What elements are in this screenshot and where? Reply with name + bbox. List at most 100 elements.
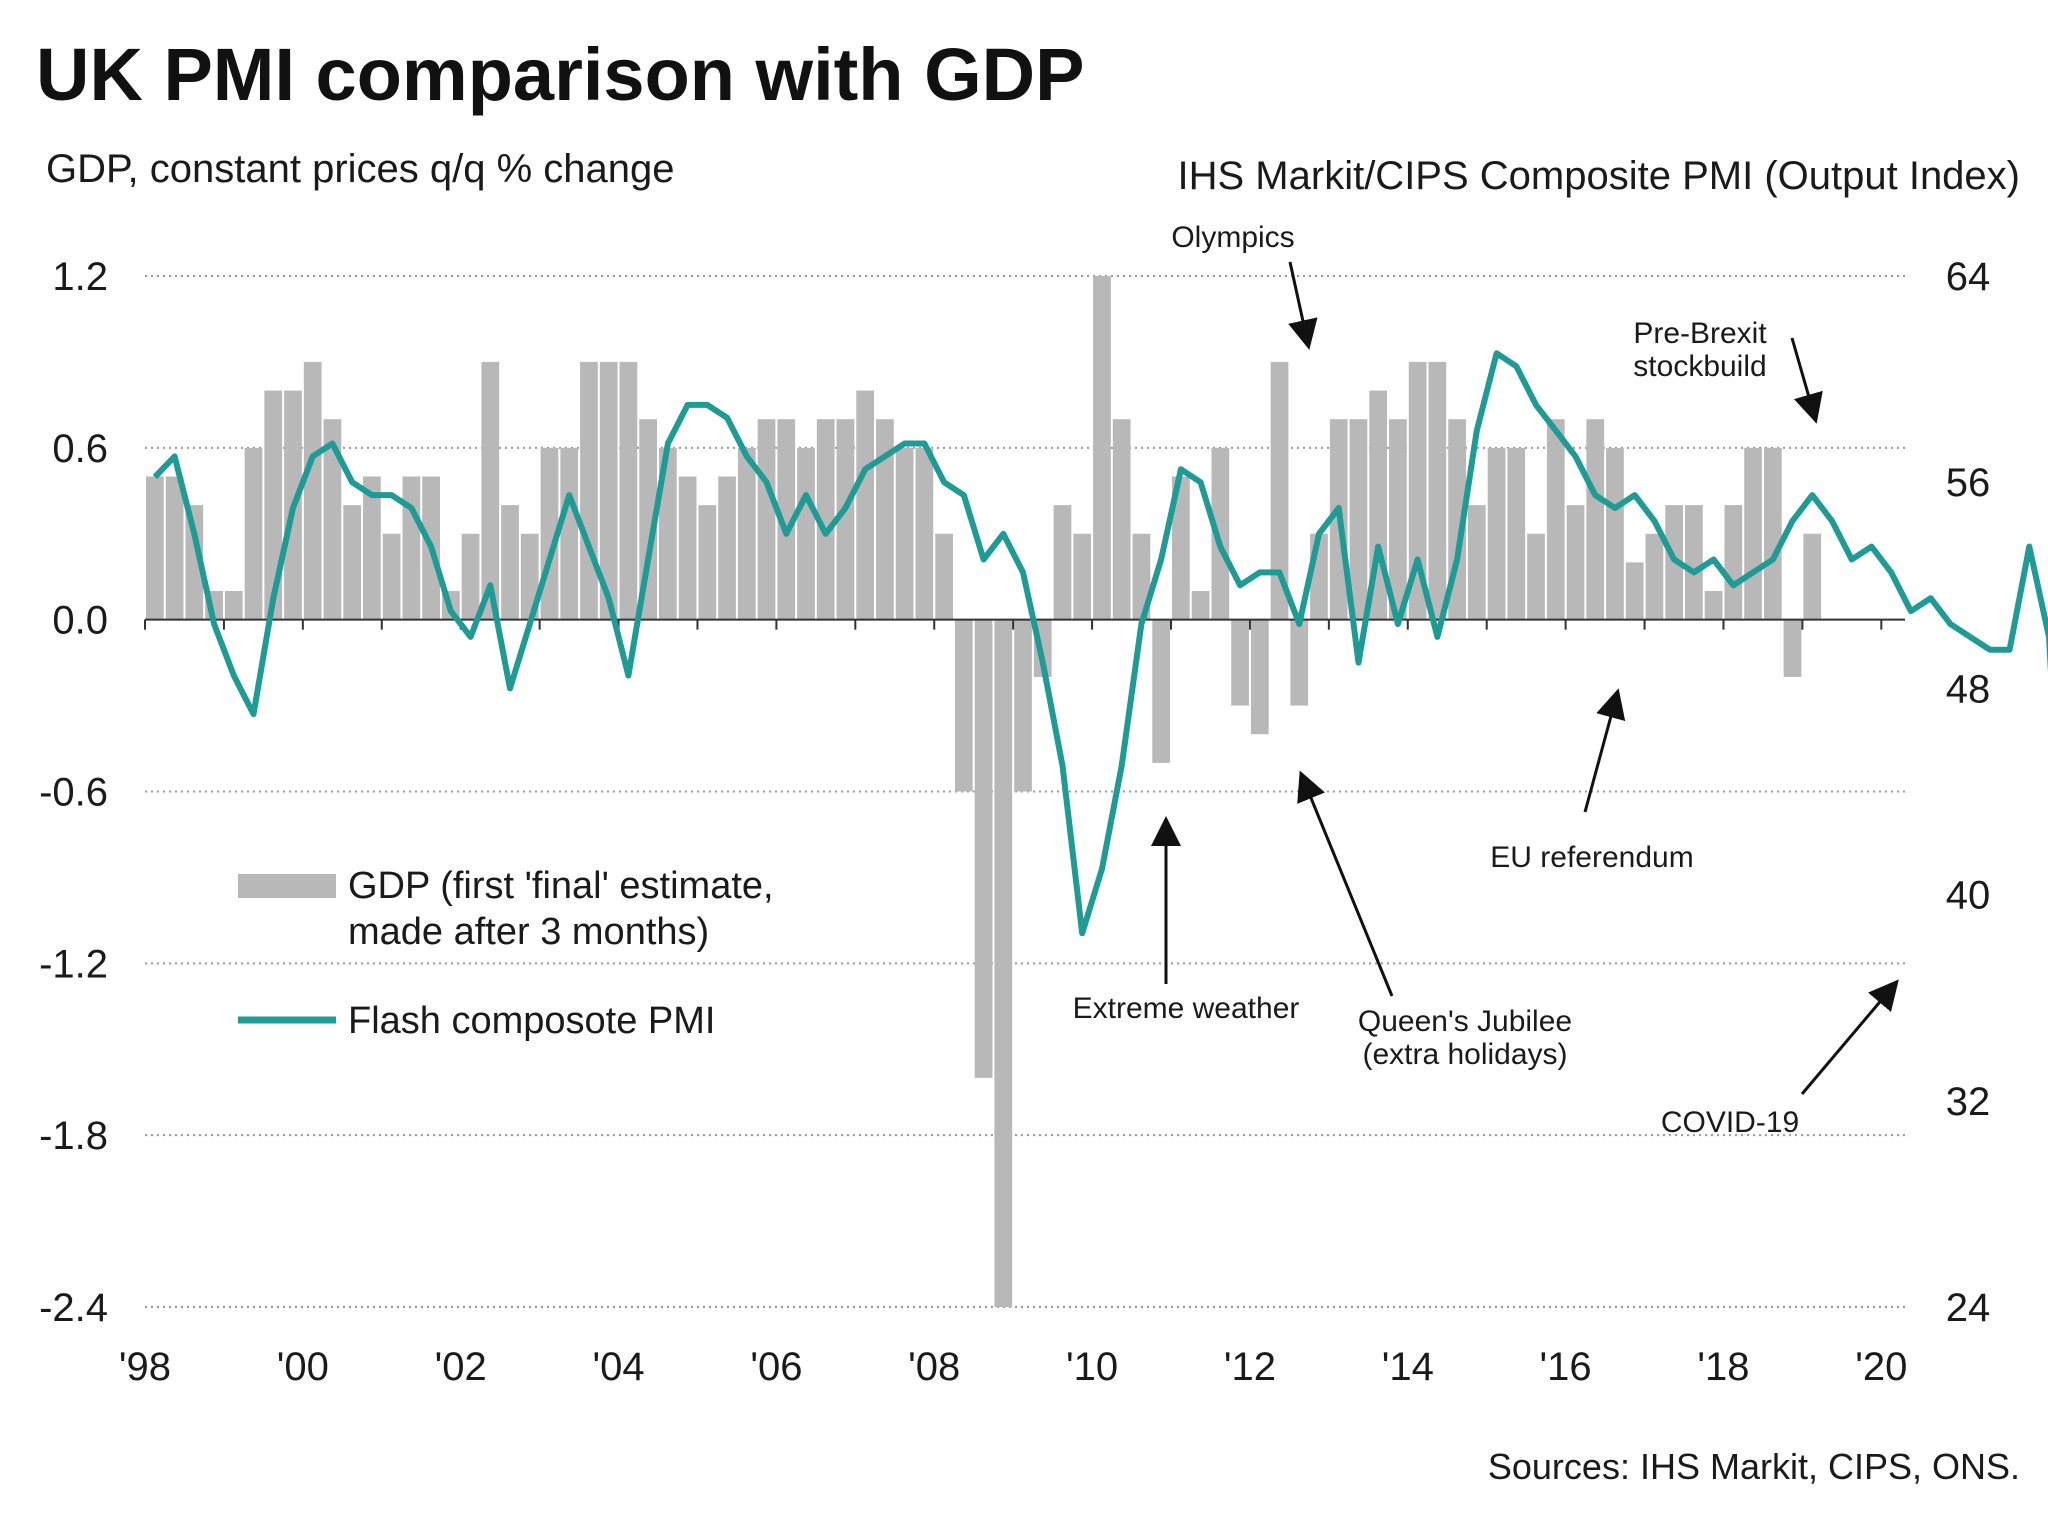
left-tick-label: 0.0 [52, 599, 108, 643]
gdp-bar [1507, 447, 1526, 620]
source-note: Sources: IHS Markit, CIPS, ONS. [1488, 1446, 2020, 1487]
gdp-bar [954, 619, 973, 792]
right-axis-label: IHS Markit/CIPS Composite PMI (Output In… [1178, 154, 2020, 198]
left-tick-labels: 1.2 0.6 0.0 -0.6 -1.2 -1.8 -2.4 [39, 255, 108, 1330]
gdp-bar [363, 476, 381, 620]
right-tick-label: 64 [1946, 255, 1991, 299]
gdp-bar [757, 419, 776, 620]
gdp-bar [1290, 619, 1309, 706]
gdp-bar [994, 619, 1013, 1307]
arrow-covid [1800, 979, 1899, 1095]
gdp-bar [244, 447, 263, 620]
gdp-bar [836, 419, 855, 620]
arrow-eu-referendum [1583, 688, 1626, 813]
gdp-bar [1191, 591, 1210, 620]
gdp-bar [974, 619, 993, 1078]
gdp-bar [1172, 476, 1190, 620]
left-tick-label: -1.2 [39, 942, 108, 986]
annotation-jubilee-line1: Queen's Jubilee [1358, 1005, 1572, 1038]
gdp-bar [1112, 419, 1131, 620]
gdp-bar [481, 361, 500, 620]
gdp-bar [461, 533, 480, 620]
gdp-bar [876, 419, 894, 620]
legend-pmi-label: Flash composote PMI [348, 1000, 715, 1042]
right-tick-label: 24 [1946, 1286, 1991, 1330]
right-tick-label: 56 [1946, 461, 1991, 505]
gdp-bar [737, 447, 756, 620]
annotation-extreme-weather: Extreme weather [1073, 992, 1300, 1025]
pmi-line [152, 350, 2048, 937]
gdp-bar [895, 447, 914, 620]
gdp-bar [1152, 619, 1171, 763]
x-tick-label: '08 [908, 1345, 960, 1389]
x-tick-label: '14 [1382, 1345, 1434, 1389]
x-tick-label: '02 [435, 1345, 487, 1389]
x-tick-label: '20 [1855, 1345, 1907, 1389]
gdp-bar [1645, 533, 1664, 620]
right-tick-labels: 64 56 48 40 32 24 [1946, 255, 1991, 1330]
annotation-prebrexit-line1: Pre-Brexit [1633, 317, 1767, 350]
gdp-bar [1093, 276, 1111, 620]
gdp-bar [1783, 619, 1802, 677]
gdp-bar [777, 419, 796, 620]
gdp-bar [659, 447, 677, 620]
x-tick-label: '12 [1224, 1345, 1276, 1389]
gdp-bar [1408, 361, 1427, 620]
gdp-bar [1389, 419, 1407, 620]
left-tick-label: -1.8 [39, 1114, 108, 1158]
gdp-bar [816, 419, 835, 620]
legend-gdp-swatch [238, 874, 336, 898]
annotation-jubilee-line2: (extra holidays) [1362, 1038, 1567, 1071]
gdp-bar [1744, 447, 1762, 620]
gdp-bar [1704, 591, 1723, 620]
gdp-bar [856, 390, 875, 620]
gdp-bar [1724, 505, 1743, 620]
x-tick-label: '10 [1066, 1345, 1118, 1389]
gdp-bar [935, 533, 953, 620]
gdp-bar [560, 447, 579, 620]
x-tick-label: '16 [1540, 1345, 1592, 1389]
gdp-bars [146, 276, 1822, 1307]
gdp-bar [402, 476, 421, 620]
gdp-bar [501, 505, 519, 620]
gdp-bar [323, 419, 342, 620]
gdp-bar [343, 505, 362, 620]
gdp-bar [1763, 447, 1782, 620]
arrow-olympics [1288, 261, 1318, 350]
gdp-bar [718, 476, 736, 620]
gdp-bar [599, 361, 618, 620]
x-tick-label: '06 [750, 1345, 802, 1389]
x-tick-label: '04 [592, 1345, 644, 1389]
gdp-bar [698, 505, 717, 620]
gdp-bar [1527, 533, 1545, 620]
gdp-bar [915, 447, 934, 620]
x-tick-labels: '98 '00 '02 '04 '06 '08 '10 '12 '14 '16 '18 '20 [119, 1345, 1907, 1389]
chart-title: UK PMI comparison with GDP [36, 33, 1084, 116]
gdp-bar [1606, 447, 1624, 620]
x-tick-label: '00 [277, 1345, 329, 1389]
gdp-bar [224, 591, 243, 620]
left-tick-label: -0.6 [39, 771, 108, 815]
gdp-bar [146, 476, 164, 620]
left-tick-label: 1.2 [52, 255, 108, 299]
pmi-series-line [152, 350, 2048, 937]
arrow-prebrexit [1790, 337, 1823, 424]
annotation-eu-referendum: EU referendum [1490, 841, 1693, 874]
gdp-bar [1270, 361, 1289, 620]
gdp-bar [1250, 619, 1269, 735]
gdp-bar [165, 476, 184, 620]
gdp-bar [1625, 562, 1644, 620]
arrow-jubilee [1297, 770, 1394, 997]
gdp-bar [1467, 505, 1486, 620]
x-tick-label: '18 [1697, 1345, 1749, 1389]
right-tick-label: 48 [1946, 667, 1991, 711]
annotations: Olympics Pre-Brexit stockbuild Extreme w… [1073, 221, 1899, 1139]
annotation-olympics: Olympics [1171, 221, 1294, 254]
gdp-bar [580, 361, 598, 620]
gdp-bar [185, 505, 204, 620]
annotation-covid: COVID-19 [1661, 1106, 1799, 1139]
left-axis-label: GDP, constant prices q/q % change [46, 147, 675, 191]
gdp-bar [382, 533, 401, 620]
x-tick-label: '98 [119, 1345, 171, 1389]
